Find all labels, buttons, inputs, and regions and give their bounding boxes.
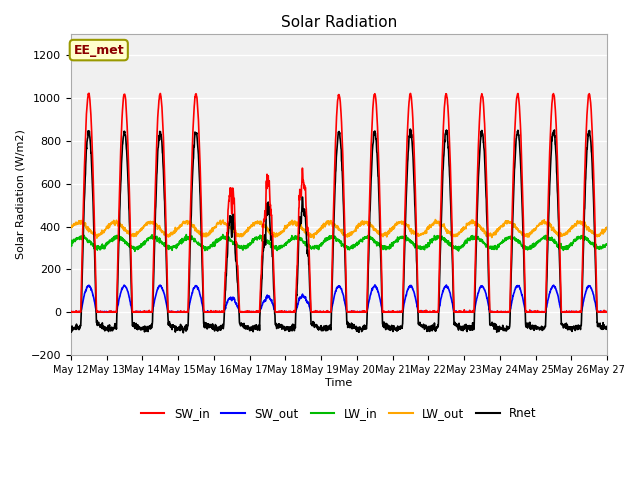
Title: Solar Radiation: Solar Radiation <box>281 15 397 30</box>
Y-axis label: Solar Radiation (W/m2): Solar Radiation (W/m2) <box>15 130 25 259</box>
Text: EE_met: EE_met <box>74 44 124 57</box>
X-axis label: Time: Time <box>325 377 353 387</box>
Legend: SW_in, SW_out, LW_in, LW_out, Rnet: SW_in, SW_out, LW_in, LW_out, Rnet <box>136 403 541 425</box>
